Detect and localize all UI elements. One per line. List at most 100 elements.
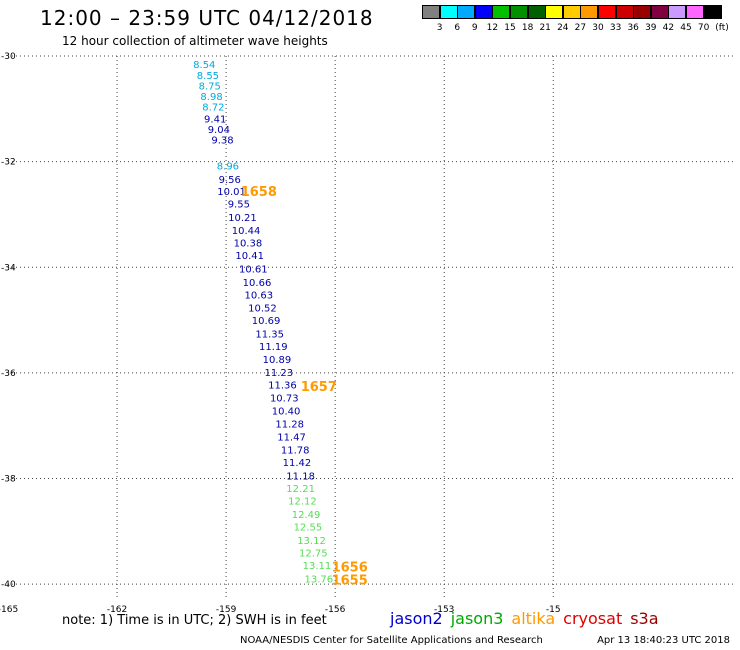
wave-height-label: 11.28: [275, 420, 304, 431]
color-scale-label: 6: [454, 23, 461, 33]
wave-height-label: 9.56: [219, 175, 241, 186]
wave-height-label: 10.44: [232, 226, 261, 237]
wave-height-label: 8.55: [197, 71, 219, 82]
color-scale-label: 24: [557, 23, 569, 33]
color-scale-swatch: [598, 5, 616, 19]
color-scale-label: 42: [662, 23, 675, 33]
wave-height-label: 10.89: [263, 355, 292, 366]
x-tick-label: -159: [216, 605, 237, 615]
wave-height-label: 8.72: [202, 103, 224, 114]
color-scale-swatch: [457, 5, 476, 19]
time-annotation: 1658: [241, 185, 277, 200]
color-scale-label: 36: [627, 23, 639, 33]
footer-timestamp: Apr 13 18:40:23 UTC 2018: [597, 635, 730, 646]
wave-height-label: 10.61: [239, 264, 268, 275]
wave-height-label: 10.73: [270, 394, 299, 405]
time-annotation: 1657: [301, 380, 337, 395]
satellite-legend-item: s3a: [630, 609, 659, 628]
color-scale-swatch: [562, 5, 581, 19]
wave-height-label: 12.12: [288, 497, 317, 508]
color-scale-swatch: [633, 5, 652, 19]
chart-title: 12:00 – 23:59 UTC 04/12/2018: [40, 6, 374, 30]
color-scale-swatch: [422, 5, 440, 19]
footer-credit: NOAA/NESDIS Center for Satellite Applica…: [240, 635, 543, 646]
wave-height-label: 11.23: [264, 368, 293, 379]
wave-height-label: 11.47: [277, 432, 306, 443]
color-scale-label: 39: [645, 23, 657, 33]
color-scale-label: 33: [609, 23, 622, 33]
wave-height-label: 13.11: [303, 561, 332, 572]
wave-height-label: 13.12: [297, 536, 326, 547]
x-tick-label: -165: [0, 605, 18, 615]
y-tick-label: -34: [1, 263, 16, 273]
color-scale-swatch: [703, 5, 722, 19]
satellite-legend: jason2 jason3 altika cryosat s3a: [390, 609, 667, 628]
wave-height-label: 10.41: [235, 251, 264, 262]
color-scale-label: 18: [521, 23, 534, 33]
wave-height-label: 11.18: [286, 471, 315, 482]
wave-height-label: 10.52: [248, 303, 277, 314]
wave-height-label: 9.41: [204, 114, 226, 125]
chart-subtitle: 12 hour collection of altimeter wave hei…: [62, 34, 328, 48]
wave-height-label: 10.21: [228, 213, 257, 224]
color-scale-label: 27: [574, 23, 587, 33]
color-scale-swatch: [686, 5, 704, 19]
wave-height-label: 9.38: [211, 135, 233, 146]
wave-height-label: 10.40: [272, 406, 301, 417]
x-tick-label: -156: [325, 605, 346, 615]
color-scale-swatch: [668, 5, 687, 19]
color-scale-label: 3: [436, 23, 443, 33]
wave-height-label: 9.04: [208, 125, 230, 136]
wave-height-label: 10.69: [252, 316, 281, 327]
wave-height-label: 8.98: [200, 92, 222, 103]
time-annotation: 1655: [332, 573, 368, 588]
y-tick-label: -36: [1, 369, 16, 379]
wave-height-label: 10.66: [243, 278, 272, 289]
wave-height-label: 9.55: [228, 199, 250, 210]
color-scale-label: 21: [539, 23, 551, 33]
color-scale-swatch: [510, 5, 528, 19]
wave-height-label: 10.63: [244, 291, 273, 302]
wave-height-label: 12.55: [294, 523, 323, 534]
wave-height-label: 13.76: [304, 574, 333, 585]
wave-height-label: 10.01: [217, 187, 246, 198]
color-scale-swatch: [474, 5, 493, 19]
color-scale-swatch: [650, 5, 669, 19]
y-tick-label: -30: [1, 52, 16, 62]
color-scale-swatch: [439, 5, 458, 19]
wave-height-label: 12.21: [286, 484, 315, 495]
color-scale-swatch: [580, 5, 599, 19]
x-tick-label: -162: [107, 605, 127, 615]
color-scale-label: 45: [680, 23, 692, 33]
wave-height-label: 11.35: [255, 329, 284, 340]
y-tick-label: -40: [1, 580, 16, 590]
y-tick-label: -38: [1, 475, 16, 485]
wave-height-label: 10.38: [234, 238, 263, 249]
time-annotation: 1656: [332, 561, 368, 576]
color-scale-label: 12: [486, 23, 499, 33]
wave-height-label: 11.78: [281, 445, 310, 456]
wave-height-label: 12.49: [292, 510, 321, 521]
color-scale-swatch: [615, 5, 634, 19]
wave-height-label: 12.75: [299, 548, 328, 559]
wave-height-label: 8.96: [217, 161, 239, 172]
x-tick-label: -153: [434, 605, 454, 615]
wave-height-label: 8.54: [193, 60, 215, 71]
satellite-legend-item: jason3: [450, 609, 504, 628]
color-scale-label: 30: [592, 23, 604, 33]
satellite-legend-item: cryosat: [563, 609, 623, 628]
color-scale-swatch: [527, 5, 546, 19]
y-tick-label: -32: [1, 158, 16, 168]
wave-height-label: 8.75: [199, 82, 221, 93]
color-scale-swatch: [492, 5, 511, 19]
color-scale-label: 9: [471, 23, 478, 33]
color-scale-swatch: [545, 5, 564, 19]
wave-height-label: 11.19: [259, 342, 288, 353]
satellite-legend-item: altika: [511, 609, 556, 628]
wave-height-label: 11.42: [283, 458, 312, 469]
wave-height-label: 11.36: [268, 381, 297, 392]
note-text: note: 1) Time is in UTC; 2) SWH is in fe…: [62, 613, 327, 628]
color-scale-label: 15: [504, 23, 516, 33]
color-scale-label: 70: [697, 23, 710, 33]
